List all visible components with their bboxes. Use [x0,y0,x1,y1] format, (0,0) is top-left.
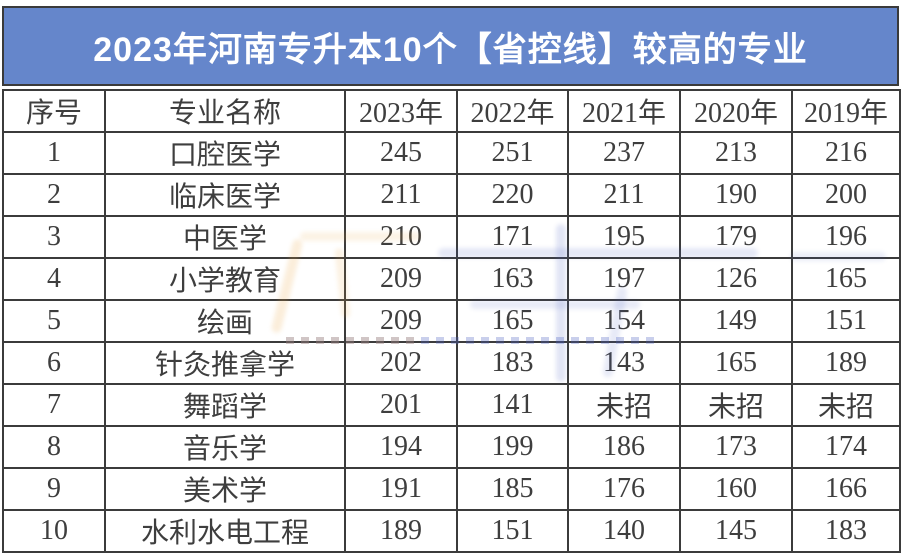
row-cell: 165 [791,257,901,301]
row-cell: 201 [344,383,458,427]
column-header: 专业名称 [104,89,346,133]
row-cell: 211 [567,173,681,217]
row-cell: 209 [344,299,458,343]
row-cell: 194 [344,425,458,469]
row-cell: 3 [2,215,106,259]
row-cell: 绘画 [104,299,346,343]
row-cell: 191 [344,467,458,511]
page-title: 2023年河南专升本10个【省控线】较高的专业 [93,30,808,69]
column-header: 2019年 [791,89,901,133]
row-cell: 141 [456,383,569,427]
row-cell: 7 [2,383,106,427]
column-header: 2022年 [456,89,569,133]
row-cell: 199 [456,425,569,469]
table-row: 3 中医学 210 171 195 179 196 [2,215,901,259]
row-cell: 213 [679,131,793,175]
table-row: 6 针灸推拿学 202 183 143 165 189 [2,341,901,385]
column-header: 序号 [2,89,106,133]
row-cell: 140 [567,509,681,553]
row-cell: 154 [567,299,681,343]
table-row: 8 音乐学 194 199 186 173 174 [2,425,901,469]
row-cell: 163 [456,257,569,301]
row-cell: 1 [2,131,106,175]
table-row: 4 小学教育 209 163 197 126 165 [2,257,901,301]
row-cell: 151 [456,509,569,553]
table-header: 序号 专业名称 2023年 2022年 2021年 2020年 2019年 [2,89,901,133]
row-cell: 183 [456,341,569,385]
column-header: 2021年 [567,89,681,133]
row-cell: 水利水电工程 [104,509,346,553]
row-cell: 211 [344,173,458,217]
table-row: 2 临床医学 211 220 211 190 200 [2,173,901,217]
table-row: 9 美术学 191 185 176 160 166 [2,467,901,511]
row-cell: 160 [679,467,793,511]
row-cell: 189 [791,341,901,385]
row-cell: 中医学 [104,215,346,259]
row-cell: 176 [567,467,681,511]
table-row: 1 口腔医学 245 251 237 213 216 [2,131,901,175]
row-cell: 183 [791,509,901,553]
row-cell: 未招 [791,383,901,427]
row-cell: 舞蹈学 [104,383,346,427]
table-row: 7 舞蹈学 201 141 未招 未招 未招 [2,383,901,427]
row-cell: 196 [791,215,901,259]
row-cell: 195 [567,215,681,259]
row-cell: 185 [456,467,569,511]
row-cell: 210 [344,215,458,259]
row-cell: 6 [2,341,106,385]
row-cell: 5 [2,299,106,343]
column-header: 2020年 [679,89,793,133]
row-cell: 10 [2,509,106,553]
row-cell: 173 [679,425,793,469]
row-cell: 145 [679,509,793,553]
row-cell: 未招 [567,383,681,427]
row-cell: 针灸推拿学 [104,341,346,385]
row-cell: 197 [567,257,681,301]
row-cell: 4 [2,257,106,301]
column-header: 2023年 [344,89,458,133]
content-frame: 2023年河南专升本10个【省控线】较高的专业 序号 专业名称 2023年 2022年… [2,6,901,553]
row-cell: 临床医学 [104,173,346,217]
row-cell: 216 [791,131,901,175]
header-row: 序号 专业名称 2023年 2022年 2021年 2020年 2019年 [2,89,901,133]
row-cell: 2 [2,173,106,217]
row-cell: 小学教育 [104,257,346,301]
row-cell: 9 [2,467,106,511]
row-cell: 165 [679,341,793,385]
row-cell: 200 [791,173,901,217]
row-cell: 251 [456,131,569,175]
row-cell: 166 [791,467,901,511]
row-cell: 174 [791,425,901,469]
row-cell: 189 [344,509,458,553]
row-cell: 143 [567,341,681,385]
row-cell: 209 [344,257,458,301]
table-row: 10 水利水电工程 189 151 140 145 183 [2,509,901,553]
score-table: 序号 专业名称 2023年 2022年 2021年 2020年 2019年 1 口腔医学 245… [2,89,901,553]
table-row: 5 绘画 209 165 154 149 151 [2,299,901,343]
title-banner: 2023年河南专升本10个【省控线】较高的专业 [2,6,899,86]
row-cell: 190 [679,173,793,217]
row-cell: 126 [679,257,793,301]
row-cell: 202 [344,341,458,385]
row-cell: 149 [679,299,793,343]
row-cell: 179 [679,215,793,259]
row-cell: 口腔医学 [104,131,346,175]
row-cell: 171 [456,215,569,259]
row-cell: 未招 [679,383,793,427]
row-cell: 8 [2,425,106,469]
row-cell: 245 [344,131,458,175]
row-cell: 186 [567,425,681,469]
row-cell: 220 [456,173,569,217]
row-cell: 美术学 [104,467,346,511]
row-cell: 音乐学 [104,425,346,469]
row-cell: 165 [456,299,569,343]
row-cell: 151 [791,299,901,343]
table-body: 1 口腔医学 245 251 237 213 216 2 临床医学 211 220 211 190 200… [2,131,901,553]
row-cell: 237 [567,131,681,175]
